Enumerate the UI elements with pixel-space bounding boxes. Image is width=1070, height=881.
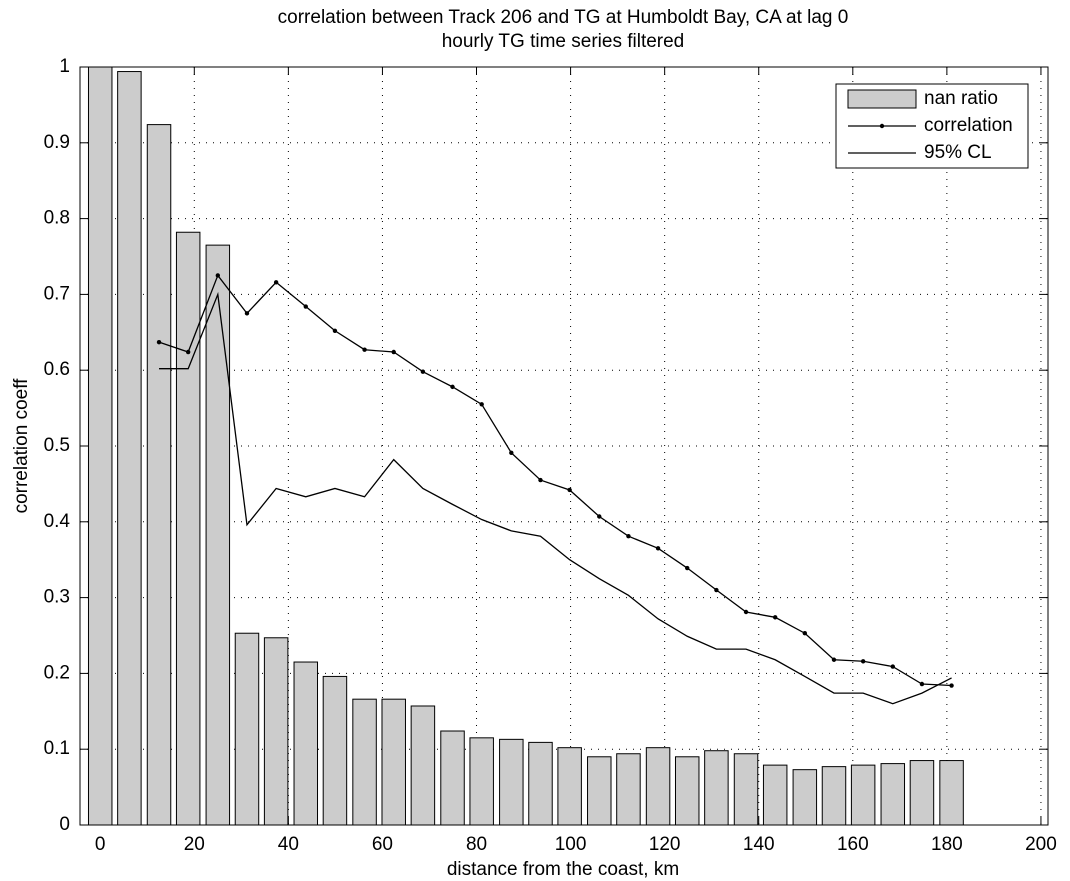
- marker: [538, 477, 543, 483]
- marker: [391, 349, 396, 355]
- legend-marker: [879, 123, 885, 129]
- x-tick-label: 20: [184, 834, 205, 855]
- bar: [499, 738, 524, 825]
- y-tick-label: 1: [59, 56, 70, 77]
- legend-label: 95% CL: [924, 142, 992, 163]
- x-tick-label: 180: [931, 834, 963, 855]
- bar: [762, 764, 788, 825]
- chart-title: correlation between Track 206 and TG at …: [278, 7, 849, 28]
- marker: [362, 347, 367, 352]
- marker: [831, 657, 837, 662]
- marker: [420, 369, 426, 374]
- bar: [645, 747, 671, 825]
- y-tick-label: 0.9: [44, 132, 70, 153]
- marker: [567, 487, 572, 493]
- marker: [156, 339, 162, 345]
- marker: [450, 384, 455, 390]
- bar: [263, 637, 289, 825]
- chart-subtitle: hourly TG time series filtered: [442, 31, 685, 52]
- bar: [175, 231, 201, 825]
- x-axis-label: distance from the coast, km: [447, 859, 679, 880]
- y-tick-label: 0.1: [44, 738, 70, 759]
- bar: [792, 769, 818, 825]
- plot-area: [87, 67, 964, 825]
- bar: [528, 741, 553, 825]
- bar: [205, 244, 231, 825]
- legend-swatch: [847, 89, 917, 109]
- bar: [117, 71, 142, 825]
- x-tick-label: 120: [649, 834, 681, 855]
- x-tick-label: 80: [466, 834, 487, 855]
- bar: [733, 753, 759, 825]
- x-tick-label: 100: [555, 834, 587, 855]
- x-tick-label: 60: [372, 834, 393, 855]
- bar: [381, 698, 406, 825]
- marker: [303, 304, 308, 309]
- x-tick-label: 160: [837, 834, 869, 855]
- marker: [743, 609, 749, 615]
- bar: [469, 737, 494, 825]
- bar: [293, 661, 319, 825]
- x-tick-label: 0: [95, 834, 106, 855]
- y-tick-label: 0.2: [44, 662, 70, 683]
- y-tick-label: 0.7: [44, 283, 70, 304]
- bar: [674, 756, 700, 825]
- bar: [704, 750, 729, 825]
- marker: [185, 349, 191, 355]
- x-tick-label: 200: [1025, 834, 1057, 855]
- y-tick-label: 0.6: [44, 359, 70, 380]
- bar: [821, 766, 847, 825]
- bar: [880, 763, 906, 825]
- y-tick-label: 0: [59, 814, 70, 835]
- line: [158, 274, 952, 687]
- bar: [616, 753, 641, 825]
- marker: [685, 565, 690, 571]
- marker: [215, 273, 221, 278]
- legend-label: nan ratio: [924, 88, 998, 109]
- bar: [587, 756, 612, 825]
- bar: [352, 698, 377, 825]
- marker: [597, 514, 602, 519]
- marker: [655, 546, 661, 551]
- y-tick-label: 0.8: [44, 208, 70, 229]
- marker: [919, 681, 925, 687]
- bar: [440, 730, 465, 825]
- bar: [939, 760, 964, 825]
- marker: [860, 659, 866, 664]
- bar: [850, 764, 876, 825]
- marker: [949, 683, 954, 688]
- y-tick-label: 0.3: [44, 587, 70, 608]
- legend-label: correlation: [924, 115, 1013, 136]
- marker: [714, 587, 719, 593]
- bar: [322, 675, 348, 825]
- marker: [244, 311, 250, 316]
- marker: [479, 402, 484, 407]
- bar: [909, 760, 935, 825]
- bar: [146, 124, 172, 825]
- y-axis-label: correlation coeff: [11, 378, 32, 514]
- bar: [234, 632, 260, 825]
- line: [159, 291, 952, 705]
- bar: [87, 67, 113, 825]
- y-tick-label: 0.5: [44, 435, 70, 456]
- bar: [557, 747, 582, 825]
- marker: [273, 280, 279, 285]
- x-tick-label: 40: [278, 834, 299, 855]
- marker: [890, 664, 895, 669]
- marker: [626, 534, 631, 539]
- plot-frame: [79, 66, 1049, 826]
- marker: [332, 328, 338, 333]
- y-tick-label: 0.4: [44, 511, 71, 532]
- x-tick-label: 140: [743, 834, 775, 855]
- bar: [410, 705, 436, 825]
- marker: [802, 631, 808, 636]
- marker: [772, 615, 778, 620]
- marker: [509, 450, 514, 456]
